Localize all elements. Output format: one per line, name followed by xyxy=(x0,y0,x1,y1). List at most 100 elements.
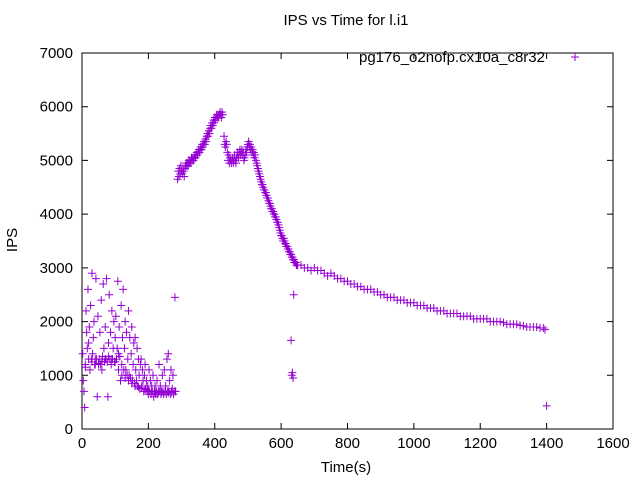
data-point xyxy=(119,285,128,294)
data-point xyxy=(145,365,154,374)
data-point xyxy=(80,403,89,412)
data-point xyxy=(101,322,110,331)
y-tick-label: 2000 xyxy=(40,314,73,331)
data-point xyxy=(115,352,124,361)
data-point xyxy=(103,392,112,401)
data-point xyxy=(123,355,132,364)
data-point xyxy=(289,373,298,382)
data-point xyxy=(519,321,528,330)
data-point xyxy=(106,328,115,337)
y-tick-label: 6000 xyxy=(40,99,73,116)
data-point xyxy=(88,349,97,358)
data-point xyxy=(93,312,102,321)
x-axis-label: Time(s) xyxy=(321,459,371,476)
plot-frame xyxy=(81,52,614,430)
y-tick-label: 4000 xyxy=(40,206,73,223)
data-point xyxy=(91,360,100,369)
x-tick-label: 200 xyxy=(136,435,161,452)
data-point xyxy=(231,159,240,168)
data-point xyxy=(111,333,120,342)
data-point xyxy=(165,376,174,385)
data-point xyxy=(133,344,142,353)
data-point xyxy=(118,333,127,342)
data-point xyxy=(94,359,103,368)
x-tick-label: 1200 xyxy=(464,435,497,452)
data-point xyxy=(162,355,171,364)
data-point xyxy=(111,312,120,321)
data-point xyxy=(83,344,92,353)
x-tick-label: 800 xyxy=(335,435,360,452)
data-point xyxy=(288,368,297,377)
data-point xyxy=(140,371,149,380)
x-tick-label: 1400 xyxy=(530,435,563,452)
data-point xyxy=(111,357,120,366)
data-point xyxy=(89,317,98,326)
data-point xyxy=(144,386,153,395)
data-point xyxy=(153,376,162,385)
data-point xyxy=(512,320,521,329)
data-point xyxy=(137,384,146,393)
data-point xyxy=(85,365,94,374)
data-point xyxy=(149,371,158,380)
data-point xyxy=(499,318,508,327)
x-tick-label: 1000 xyxy=(397,435,430,452)
data-point xyxy=(81,306,90,315)
data-point xyxy=(131,333,140,342)
data-point xyxy=(105,290,114,299)
y-axis-label: IPS xyxy=(4,228,21,252)
data-point xyxy=(202,137,211,146)
data-points xyxy=(78,108,551,412)
data-point xyxy=(99,279,108,288)
data-point xyxy=(516,321,525,330)
x-tick-label: 0 xyxy=(78,435,86,452)
data-point xyxy=(93,392,102,401)
data-point xyxy=(97,357,106,366)
data-point xyxy=(115,322,124,331)
legend-marker xyxy=(571,53,579,61)
data-point xyxy=(205,129,214,138)
data-point xyxy=(222,140,231,149)
data-point xyxy=(83,285,92,294)
data-point xyxy=(496,317,505,326)
data-point xyxy=(166,365,175,374)
data-point xyxy=(289,290,298,299)
data-point xyxy=(287,336,296,345)
data-point xyxy=(78,349,87,358)
data-point xyxy=(89,333,98,342)
data-point xyxy=(113,344,122,353)
data-point xyxy=(218,110,227,119)
data-point xyxy=(107,306,116,315)
y-tick-label: 3000 xyxy=(40,260,73,277)
data-point xyxy=(122,328,131,337)
data-point xyxy=(79,376,88,385)
data-point xyxy=(151,387,160,396)
data-point xyxy=(120,344,129,353)
data-point xyxy=(84,339,93,348)
data-point xyxy=(124,306,133,315)
data-point xyxy=(99,344,108,353)
data-point xyxy=(127,349,136,358)
data-point xyxy=(532,322,541,331)
data-point xyxy=(87,269,96,278)
data-point xyxy=(220,132,229,141)
data-point xyxy=(180,172,189,181)
data-point xyxy=(171,387,180,396)
data-point xyxy=(161,382,170,391)
data-point xyxy=(167,388,176,397)
data-point xyxy=(141,385,150,394)
data-point xyxy=(141,360,150,369)
data-point xyxy=(129,339,138,348)
data-point xyxy=(97,365,106,374)
data-point xyxy=(79,387,88,396)
data-point xyxy=(170,293,179,302)
legend: pg176_o2nofp.cx10a_c8r32 xyxy=(359,49,579,66)
data-point xyxy=(81,363,90,372)
data-point xyxy=(95,328,104,337)
data-point xyxy=(154,360,163,369)
data-point xyxy=(542,401,551,410)
y-tick-label: 0 xyxy=(65,421,73,438)
data-point xyxy=(85,322,94,331)
axis-ticks: 0 200 400 600 800 1000 1200 1400 1600 0 1000 2000 30… xyxy=(40,45,630,452)
data-point xyxy=(129,360,138,369)
